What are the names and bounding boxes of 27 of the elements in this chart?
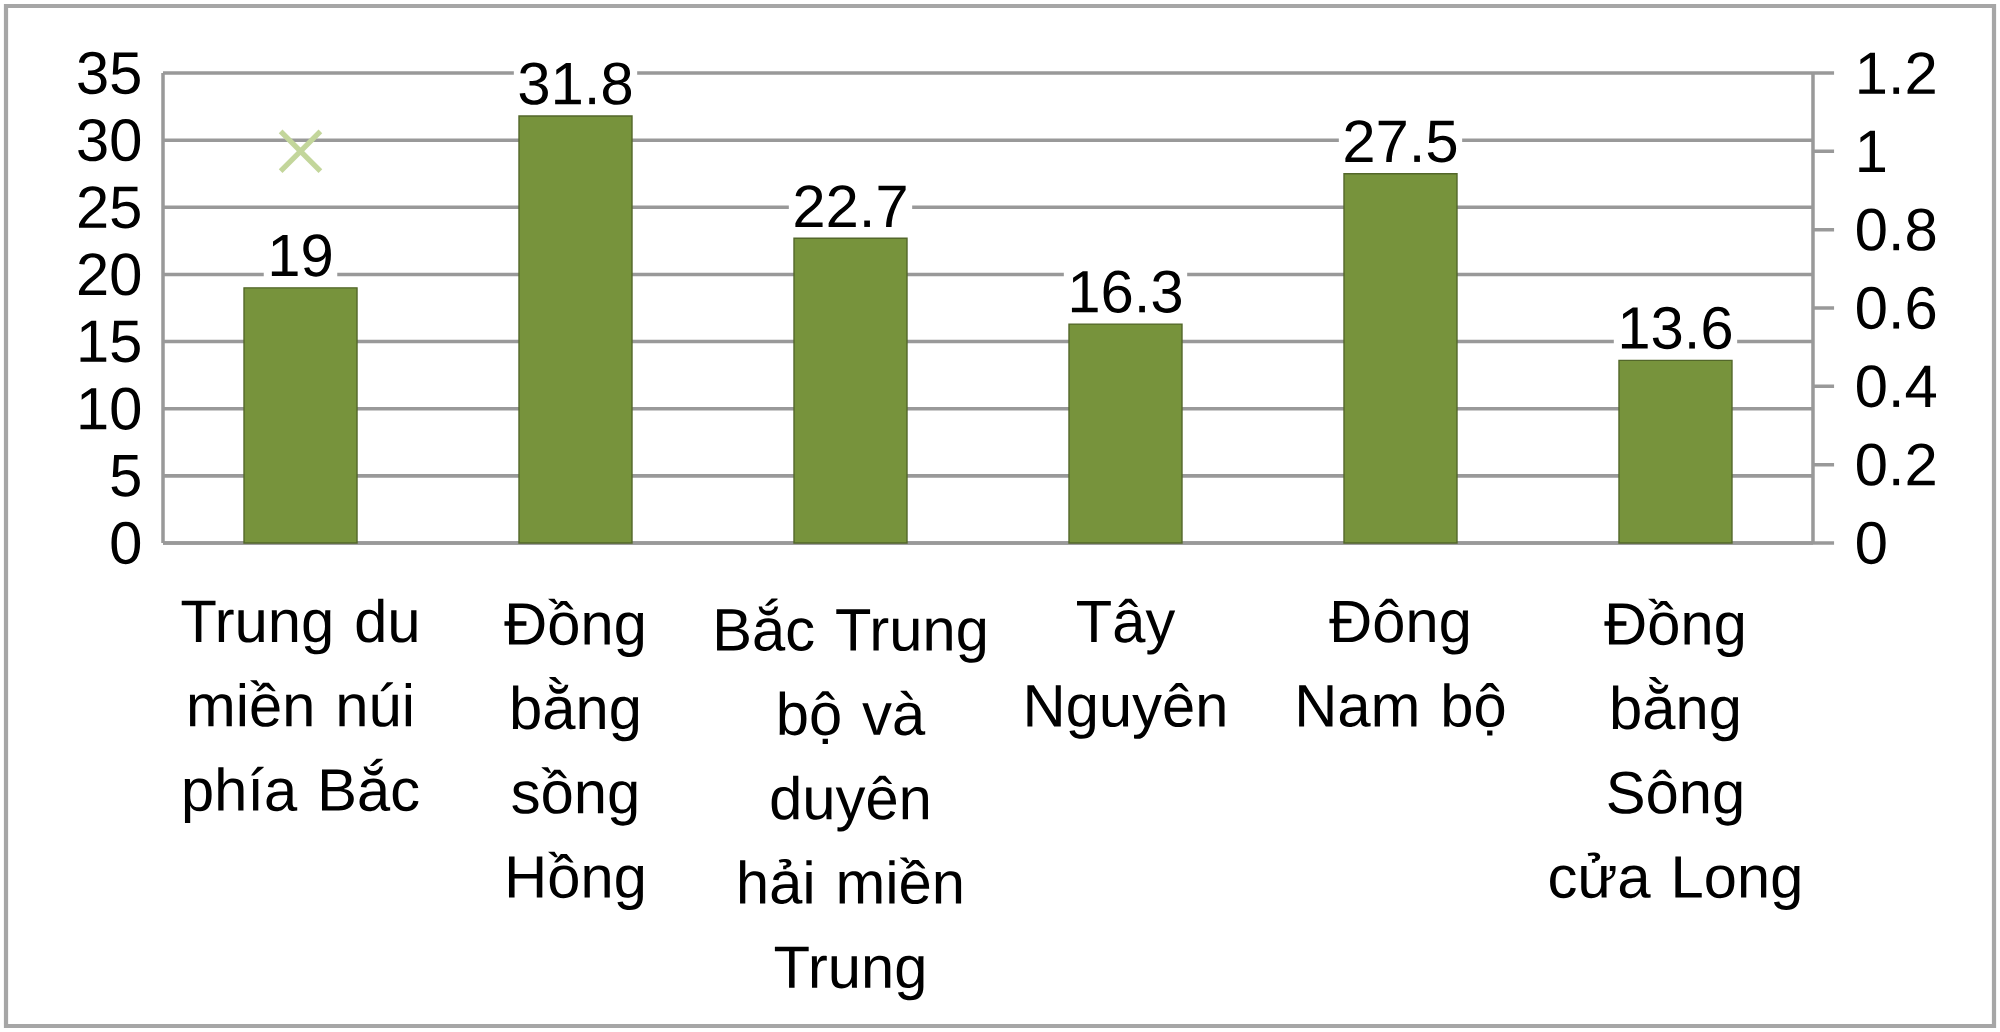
y2-tick-label: 0.8 — [1857, 208, 1936, 251]
data-label: 13.6 — [1621, 306, 1731, 350]
y2-tick-label: 1 — [1859, 130, 1886, 172]
y-tick-label: 35 — [78, 51, 140, 95]
x-tick-label: Trung du miền núi phía Bắc — [181, 598, 419, 824]
y2-tick-label: 0.2 — [1857, 443, 1935, 486]
y2-tick-label: 0.4 — [1857, 365, 1936, 408]
y2-tick-label: 1.2 — [1859, 52, 1935, 94]
y-tick-label: 10 — [80, 387, 141, 430]
data-label: 31.8 — [519, 62, 632, 105]
y-tick-label: 20 — [78, 253, 141, 296]
x-tick-label: Đông Nam bộ — [1299, 598, 1505, 736]
data-label: 27.5 — [1345, 120, 1457, 163]
y-tick-label: 30 — [78, 119, 141, 162]
data-label: 19 — [271, 234, 331, 277]
y-tick-label: 25 — [78, 186, 140, 229]
x-tick-label: Bắc Trung bộ và duyên hải miền Trung — [717, 598, 986, 1001]
y-tick-label: 15 — [80, 320, 140, 363]
y2-tick-label: 0 — [1857, 521, 1886, 565]
x-tick-label: Đồng bằng Sông cửa Long — [1550, 598, 1800, 910]
y2-tick-label: 0.6 — [1857, 286, 1936, 330]
data-label: 22.7 — [795, 185, 906, 227]
data-label: 16.3 — [1071, 270, 1181, 313]
x-tick-label: Tây Nguyên — [1027, 598, 1225, 739]
y-tick-label: 0 — [111, 521, 141, 565]
x-tick-label: Đồng bằng sồng Hồng — [504, 598, 644, 910]
y-tick-label: 5 — [111, 455, 140, 497]
